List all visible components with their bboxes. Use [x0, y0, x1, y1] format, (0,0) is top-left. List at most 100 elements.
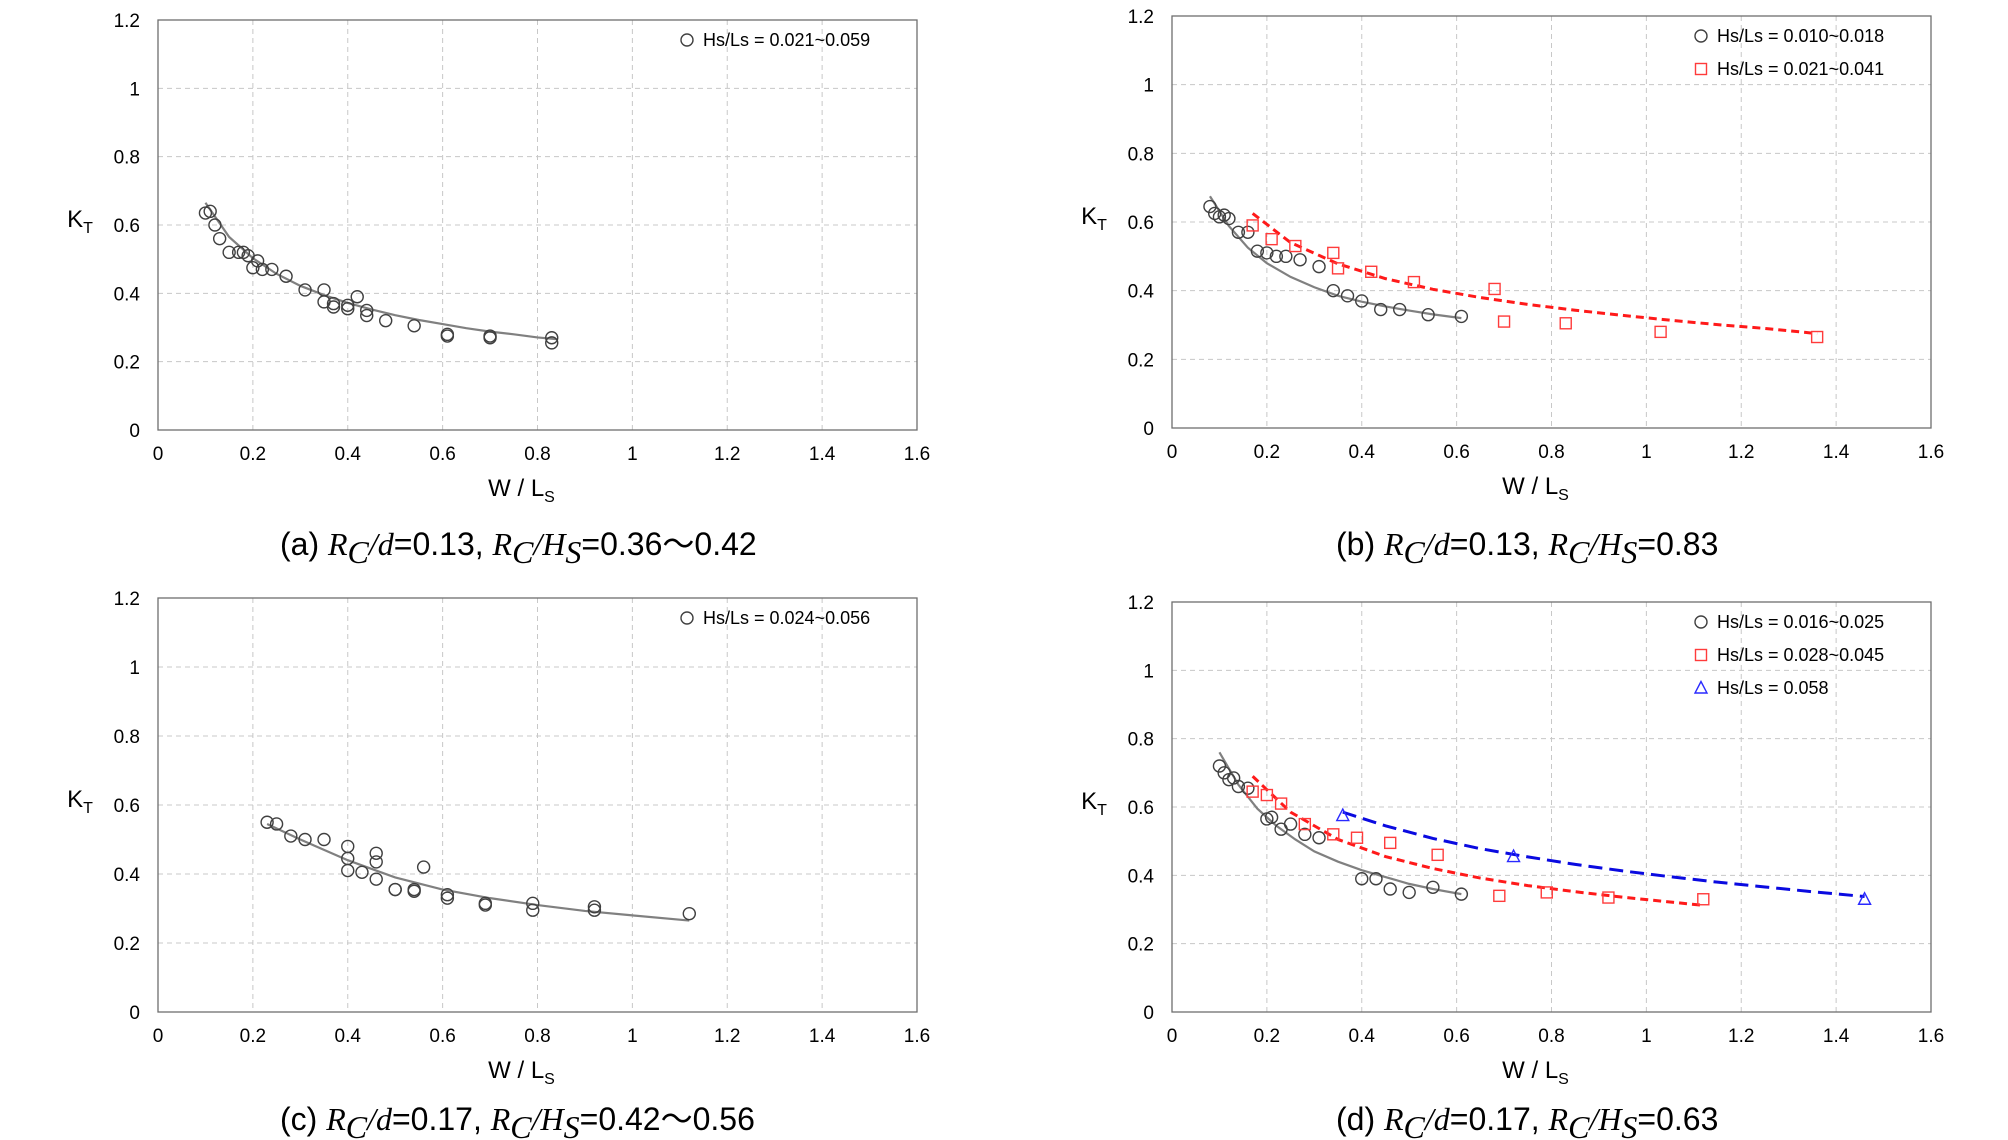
fit-curve — [1251, 775, 1704, 907]
y-tick-label: 0.4 — [114, 865, 141, 886]
data-point — [1559, 317, 1572, 330]
chart-panel-b: 0 0.2 0.4 0.6 0.8 1 1.2 1.4 1.6 0 0.2 0.4 0.6 0.8 1 1.2… — [1081, 7, 1944, 570]
data-point — [279, 269, 293, 283]
data-point — [1241, 781, 1255, 795]
data-point — [1374, 302, 1388, 317]
data-point — [379, 313, 393, 328]
data-point — [1426, 880, 1440, 894]
y-axis-label-sub: T — [1097, 217, 1107, 234]
x-tick-label: 1.6 — [904, 444, 930, 465]
y-tick-label: 0 — [1143, 1003, 1154, 1024]
x-tick-label: 1.2 — [1728, 1026, 1754, 1047]
y-tick-label: 0.8 — [114, 148, 140, 169]
y-tick-label: 1.2 — [114, 11, 140, 32]
data-point — [587, 903, 602, 917]
x-axis-label-sub: S — [544, 1071, 555, 1088]
caption-rc-over-d: =0.13, — [394, 526, 493, 562]
x-tick-label: 1.6 — [1918, 1026, 1944, 1047]
y-tick-label: 0.6 — [114, 216, 140, 237]
x-tick-label: 1 — [627, 444, 638, 465]
data-point — [1540, 886, 1553, 899]
data-point — [1265, 232, 1278, 246]
data-point — [1506, 848, 1521, 863]
data-point — [1369, 872, 1383, 886]
data-point — [483, 331, 497, 345]
data-point — [1269, 249, 1284, 264]
data-point — [1298, 817, 1312, 831]
legend-label: Hs/Ls = 0.028~0.045 — [1717, 645, 1884, 665]
data-point — [1454, 887, 1469, 901]
data-point — [1326, 283, 1340, 298]
x-tick-label: 0.6 — [429, 1026, 455, 1047]
caption-label: (d) — [1336, 1101, 1384, 1137]
data-point — [1421, 308, 1435, 322]
caption-rc2: R — [1548, 1101, 1569, 1137]
data-point — [326, 300, 341, 314]
caption-h-sub: S — [565, 534, 581, 570]
data-point — [212, 231, 227, 246]
legend-entry: Hs/Ls = 0.028~0.045 — [1694, 645, 1884, 665]
caption-rc-over-hs: =0.36～0.42 — [581, 526, 756, 562]
data-point — [1497, 315, 1511, 328]
data-point — [1654, 325, 1667, 339]
caption-rc2-sub: C — [1568, 1109, 1590, 1140]
data-point — [407, 882, 421, 897]
x-tick-label: 1 — [1641, 442, 1652, 463]
series-1 — [1212, 751, 1469, 901]
caption-d: /d — [1423, 526, 1451, 562]
y-axis-label: KT — [1081, 203, 1107, 234]
legend-entry: Hs/Ls = 0.021~0.041 — [1694, 59, 1884, 79]
caption-h: /H — [1587, 526, 1623, 562]
x-tick-label: 0 — [153, 1026, 164, 1047]
caption-label: (b) — [1336, 526, 1384, 562]
data-point — [255, 262, 270, 277]
x-axis-label-sub: S — [544, 489, 555, 506]
y-axis-label-sub: T — [83, 220, 93, 237]
data-point — [326, 296, 341, 311]
caption-h: /H — [530, 1101, 566, 1137]
panel-caption: (c) RC/d=0.17, RC/HS=0.42～0.56 — [280, 1101, 755, 1140]
data-point — [440, 329, 455, 343]
legend-label: Hs/Ls = 0.010~0.018 — [1717, 26, 1884, 46]
legend-marker — [680, 611, 694, 625]
data-point — [1810, 330, 1824, 344]
fit-curve — [266, 822, 690, 922]
legend-marker — [1693, 679, 1709, 694]
legend-entry: Hs/Ls = 0.010~0.018 — [1694, 26, 1884, 46]
caption-rc2-sub: C — [512, 534, 534, 570]
y-tick-label: 0.8 — [114, 727, 140, 748]
y-tick-label: 0.8 — [1128, 144, 1154, 165]
legend-entry: Hs/Ls = 0.016~0.025 — [1694, 612, 1884, 632]
data-point — [1602, 891, 1615, 904]
data-point — [1355, 294, 1369, 308]
data-point — [1431, 848, 1444, 862]
y-tick-label: 0.2 — [114, 934, 140, 955]
data-point — [369, 855, 383, 869]
y-tick-label: 0.4 — [1128, 866, 1155, 887]
x-tick-label: 1.4 — [809, 1026, 836, 1047]
data-point — [1327, 828, 1340, 841]
data-point — [1392, 302, 1407, 317]
x-axis-label: W / LS — [1502, 473, 1569, 504]
data-point — [1298, 827, 1312, 842]
y-axis-label-sub: T — [83, 800, 93, 817]
legend-entry: Hs/Ls = 0.021~0.059 — [680, 30, 870, 50]
legend-label: Hs/Ls = 0.021~0.041 — [1717, 59, 1884, 79]
legend-label: Hs/Ls = 0.058 — [1717, 678, 1829, 698]
x-tick-label: 0 — [153, 444, 164, 465]
panel-caption: (d) RC/d=0.17, RC/HS=0.63 — [1336, 1101, 1718, 1140]
data-point — [1335, 807, 1350, 822]
chart-panel-a: 0 0.2 0.4 0.6 0.8 1 1.2 1.4 1.6 0 0.2 0.4 0.6 0.8 1 1.2… — [67, 11, 930, 570]
data-point — [298, 283, 312, 297]
caption-rc2: R — [492, 526, 513, 562]
data-point — [1289, 239, 1302, 253]
data-point — [1250, 244, 1265, 258]
x-axis-label-sub: S — [1558, 487, 1569, 504]
data-point — [407, 319, 421, 333]
y-axis-label: KT — [67, 786, 93, 817]
x-tick-label: 1.2 — [1728, 442, 1754, 463]
y-tick-label: 1 — [1143, 661, 1154, 682]
y-tick-label: 0 — [1143, 419, 1154, 440]
data-point — [341, 302, 355, 316]
